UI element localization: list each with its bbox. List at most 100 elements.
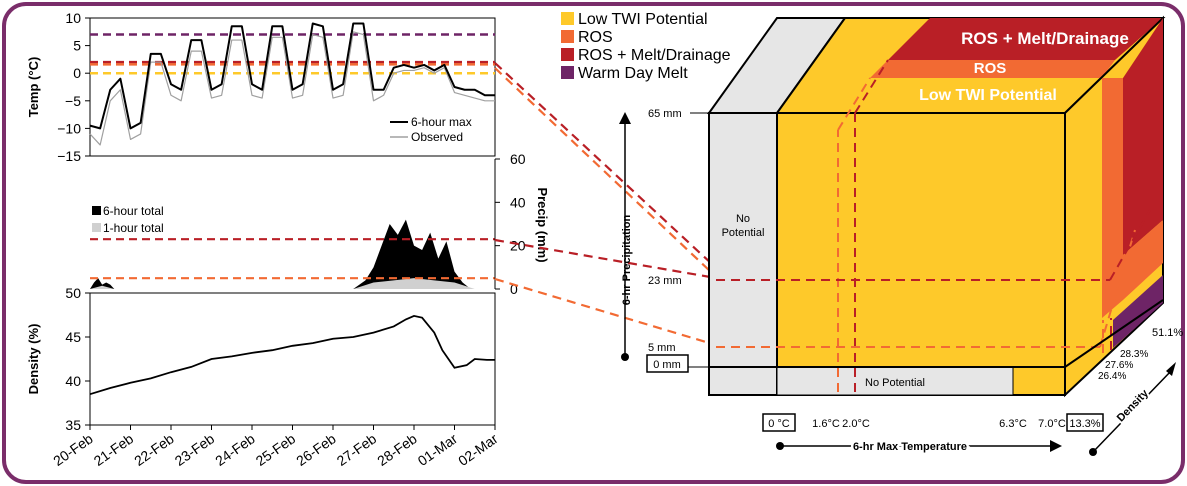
cube-temp-tick-6-3: 6.3°C: [999, 418, 1027, 430]
cube-precip-tick-23: 23 mm: [648, 275, 682, 287]
density-tick-label: 50: [65, 285, 81, 301]
cube-precip-axis-arrowhead: [619, 112, 631, 124]
legend-ros-swatch: [561, 30, 574, 43]
date-tick-label: 28-Feb: [374, 430, 420, 469]
temp-tick-label: 5: [73, 38, 81, 54]
legend-warm-day-label: Warm Day Melt: [578, 65, 688, 82]
density-series-line: [89, 314, 495, 396]
cube-right-face-ros-melt: [1123, 18, 1163, 255]
temp-tick-label: 10: [65, 10, 81, 26]
date-tick-label: 22-Feb: [131, 430, 177, 469]
date-tick-label: 20-Feb: [50, 430, 96, 469]
cube-front-face-no-potential: [708, 112, 778, 396]
legend-low-twi-swatch: [561, 12, 574, 25]
precip-tick-label: 40: [510, 194, 526, 210]
cube-density-tick-51-1: 51.1%: [1152, 327, 1183, 339]
cube-density-zero-box: [1066, 413, 1104, 432]
cube-density-tick-28-3: 28.3%: [1120, 349, 1148, 360]
precip-tick-label: 60: [510, 151, 526, 167]
density-tick-label: 35: [65, 417, 81, 433]
classification-cube: ROS + Melt/Drainage ROS Low TWI Potentia…: [707, 15, 1166, 398]
legend-6-hour-max-label: 6-hour max: [411, 115, 472, 129]
cube-front-face-low-twi: [776, 112, 1066, 396]
cube-temperature-axis: 0 °C 1.6°C 2.0°C 6.3°C 7.0°C 6-hr Max Te…: [762, 413, 1066, 456]
date-tick-label: 01-Mar: [415, 430, 461, 469]
guide-ros-top: [837, 77, 871, 131]
density-tick-label: 40: [65, 373, 81, 389]
cube-right-face-ros-lower: [1123, 220, 1163, 300]
legend-ros-label: ROS: [578, 29, 613, 46]
cube-density-axis-line: [1092, 369, 1173, 453]
temp-tick-label: −5: [65, 93, 81, 109]
legend-warm-day-swatch: [561, 66, 574, 79]
density-axis-label: Density (%): [26, 324, 41, 395]
density-series: [89, 314, 495, 396]
precip-tick-label: 0: [510, 281, 518, 297]
density-plot-area: [89, 292, 496, 426]
guide-ros-melt-top: [854, 59, 889, 114]
precip-area-six-hour: [90, 219, 479, 289]
legend-6-hour-total-label: 6-hour total: [103, 204, 164, 218]
date-tick-label: 25-Feb: [253, 430, 299, 469]
date-tick-label: 26-Feb: [293, 430, 339, 469]
temperature-series: [89, 22, 495, 146]
date-ticks: 20-Feb21-Feb22-Feb23-Feb24-Feb25-Feb26-F…: [50, 425, 501, 469]
temp-tick-label: −10: [57, 120, 81, 136]
cube-bottom-no-potential-label: No Potential: [865, 377, 925, 389]
cube-temp-tick-0: 0 °C: [768, 418, 790, 430]
cube-right-face-warm-day: [1113, 275, 1163, 348]
date-tick-label: 23-Feb: [172, 430, 218, 469]
legend-ros-melt-swatch: [561, 48, 574, 61]
cube-temp-tick-1-6: 1.6°C: [812, 418, 840, 430]
temp-tick-label: −15: [57, 148, 81, 164]
precip-tick-label: 20: [510, 238, 526, 254]
cube-bottom-no-potential: [776, 366, 1014, 396]
date-tick-label: 24-Feb: [212, 430, 258, 469]
cube-base-line: [709, 299, 1164, 368]
precipitation-panel: 60 40 20 0 Precip (mm) 6-hour total 1-hour …: [90, 151, 550, 297]
cube-precip-tick-5: 5 mm: [648, 342, 676, 354]
cube-density-tick-13-3: 13.3%: [1069, 418, 1100, 430]
cube-temp-axis-title: 6-hr Max Temperature: [853, 441, 967, 453]
connector-ros-melt-precip: [494, 238, 717, 280]
legend-ros-melt-label: ROS + Melt/Drainage: [578, 47, 731, 64]
cube-precipitation-axis: 6-hr Precipitation 65 mm 23 mm 5 mm 0 mm: [619, 108, 709, 373]
temperature-plot-area: [89, 17, 496, 157]
precipitation-thresholds: [90, 238, 495, 280]
density-tick-label: 45: [65, 329, 81, 345]
cube-top-face-ros-melt: [888, 18, 1163, 60]
cube-precip-tick-65: 65 mm: [648, 108, 682, 120]
cube-left-no-potential-label-1: No: [736, 213, 750, 225]
cube-temp-tick-7-0: 7.0°C: [1038, 418, 1066, 430]
date-tick-label: 21-Feb: [91, 430, 137, 469]
cube-region-low-twi-label: Low TWI Potential: [919, 87, 1057, 104]
cube-density-axis-arrowhead: [1166, 362, 1176, 376]
cube-temp-axis-arrowhead: [1050, 440, 1062, 452]
precip-area-one-hour: [90, 278, 475, 289]
category-legend: Low TWI Potential ROS ROS + Melt/Drainag…: [561, 11, 731, 82]
cube-left-no-potential-label-2: Potential: [722, 227, 765, 239]
legend-observed-label: Observed: [411, 130, 463, 144]
cube-precip-axis-origin: [621, 353, 629, 361]
cube-precip-zero-box: [646, 354, 689, 373]
cube-right-face-ros: [1102, 78, 1123, 318]
density-ticks: 50 45 40 35: [65, 285, 90, 433]
cube-top-face-ros: [870, 60, 1115, 78]
legend-1-hour-total-label: 1-hour total: [103, 221, 164, 235]
cube-density-axis-origin: [1089, 448, 1097, 456]
legend-low-twi-label: Low TWI Potential: [578, 11, 708, 28]
temperature-ticks: 10 5 0 −5 −10 −15: [57, 10, 90, 164]
cube-density-tick-27-6: 27.6%: [1105, 360, 1133, 371]
cube-density-tick-26-4: 26.4%: [1098, 371, 1126, 382]
cube-region-ros-melt-label: ROS + Melt/Drainage: [961, 29, 1129, 48]
legend-6-hour-total-swatch: [92, 206, 101, 215]
cube-precip-tick-0: 0 mm: [653, 359, 681, 371]
cube-temp-tick-2-0: 2.0°C: [842, 418, 870, 430]
temperature-panel: 10 5 0 −5 −10 −15 Temp (°C) 6-hour max Observ…: [26, 10, 496, 164]
guide-ros-melt-density: [1109, 209, 1151, 281]
guide-ros-density: [1099, 229, 1136, 348]
precipitation-ticks: 60 40 20 0: [494, 151, 526, 297]
